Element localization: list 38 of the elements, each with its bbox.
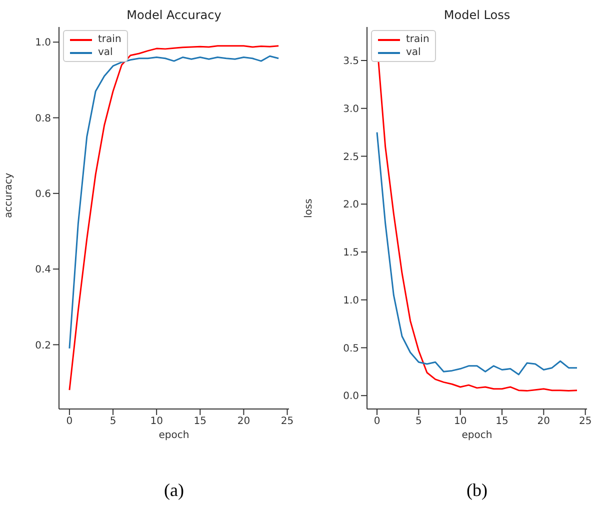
- x-tick-label: 25: [578, 416, 592, 428]
- y-tick-label: 0.0: [343, 391, 359, 402]
- x-axis-title: epoch: [462, 430, 492, 442]
- y-tick-label: 0.8: [35, 113, 51, 124]
- legend-label: val: [98, 46, 113, 59]
- y-tick-label: 1.0: [35, 38, 51, 49]
- x-tick-label: 0: [374, 416, 380, 428]
- legend-label: val: [406, 46, 421, 59]
- x-tick-label: 5: [110, 416, 116, 428]
- x-axis-title: epoch: [158, 430, 190, 442]
- y-tick-label: 2.0: [343, 200, 359, 211]
- legend-label: train: [98, 33, 122, 46]
- y-tick-label: 1.5: [343, 248, 359, 259]
- x-tick-label: 15: [496, 416, 508, 428]
- y-axis-title: accuracy: [4, 172, 15, 218]
- y-tick-label: 0.5: [343, 343, 359, 354]
- y-tick-label: 3.5: [343, 56, 359, 68]
- legend-label: train: [406, 33, 430, 46]
- x-tick-label: 10: [150, 416, 163, 428]
- x-tick-label: 15: [194, 416, 207, 428]
- x-tick-label: 20: [537, 416, 550, 428]
- y-tick-label: 3.0: [343, 104, 359, 115]
- y-tick-label: 1.0: [343, 295, 359, 306]
- chart-title: Model Accuracy: [126, 8, 222, 22]
- y-axis-title: loss: [304, 198, 315, 218]
- y-tick-label: 2.5: [343, 152, 359, 163]
- y-tick-label: 0.4: [35, 264, 51, 276]
- chart-title: Model Loss: [442, 8, 512, 22]
- text: (a): [163, 480, 185, 501]
- y-tick-label: 0.6: [35, 188, 51, 200]
- x-tick-label: 0: [66, 416, 73, 428]
- x-tick-label: 25: [280, 416, 294, 428]
- line-series: [376, 132, 578, 376]
- x-tick-label: 20: [237, 416, 250, 428]
- text: (b): [466, 480, 488, 501]
- x-tick-label: 5: [415, 416, 422, 428]
- x-tick-label: 10: [454, 416, 467, 428]
- y-tick-label: 0.2: [35, 340, 51, 352]
